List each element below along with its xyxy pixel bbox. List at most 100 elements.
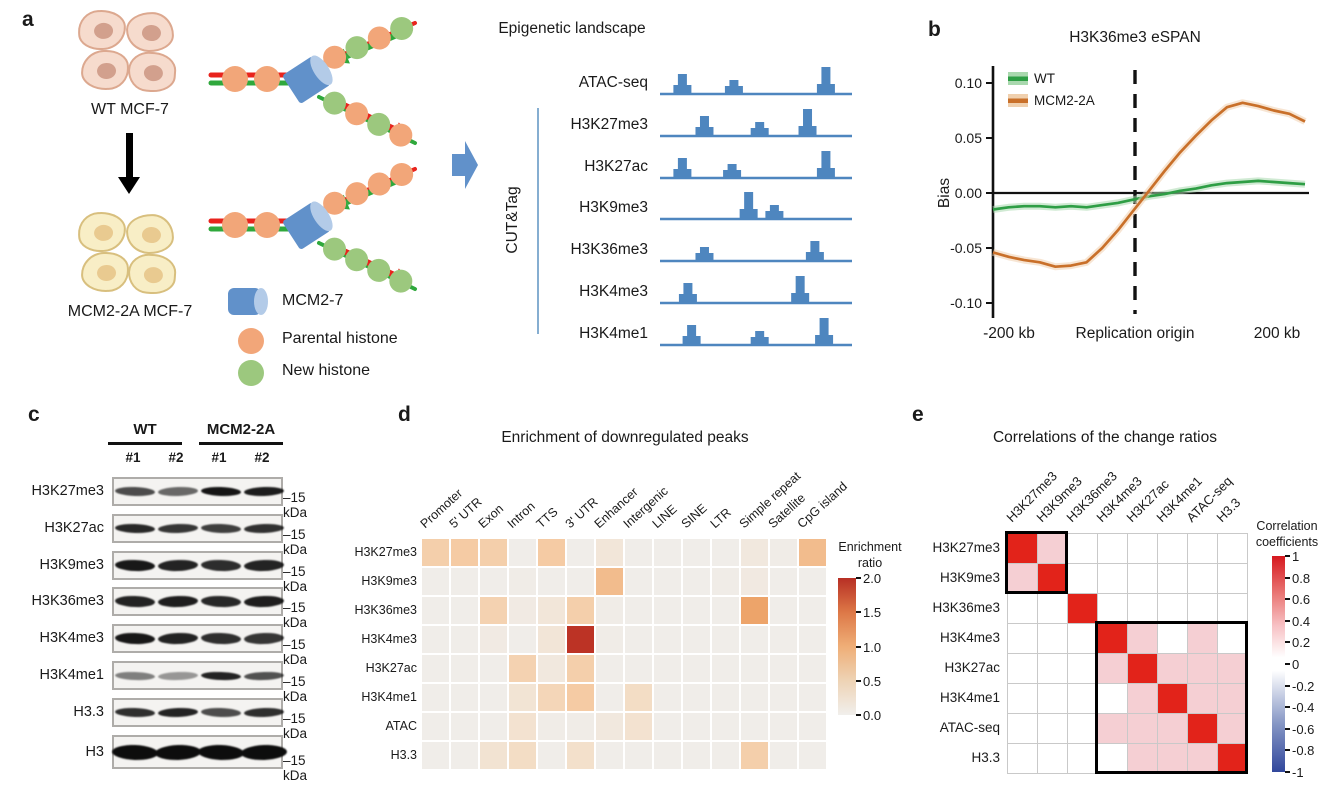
heatmap-cell — [422, 713, 449, 740]
heatmap-cell — [422, 742, 449, 769]
heatmap-cell — [770, 684, 797, 711]
protein-band — [157, 632, 199, 645]
colorbar-tick-label: -0.8 — [1292, 743, 1315, 759]
correlation-cell — [1128, 564, 1157, 593]
correlation-cell — [1068, 594, 1097, 623]
mcm2-7-cylinder-icon — [228, 288, 268, 315]
heatmap-cell — [451, 626, 478, 653]
heatmap-cell — [741, 655, 768, 682]
heatmap-cell — [596, 742, 623, 769]
correlation-cell — [1068, 534, 1097, 563]
track-H3K4me1 — [660, 317, 852, 346]
blot-group-label: WT — [133, 421, 157, 438]
heatmap-cell — [596, 539, 623, 566]
heatmap-cell — [567, 684, 594, 711]
heatmap-cell — [567, 539, 594, 566]
protein-band — [157, 559, 199, 572]
blot-box-H3K4me1 — [112, 661, 285, 690]
correlation-cell — [1008, 654, 1037, 683]
blot-row-label: H3 — [85, 743, 104, 760]
protein-band — [114, 632, 156, 645]
correlation-heatmap — [1007, 533, 1248, 774]
colorbar-tick-mark — [856, 714, 861, 716]
heatmap-cell — [770, 713, 797, 740]
heatmap-cell — [799, 742, 826, 769]
correlation-cell — [1188, 624, 1217, 653]
heatmap-cell — [741, 742, 768, 769]
blot-group-label: MCM2-2A — [206, 421, 276, 438]
cutag-label: CUT&Tag — [504, 186, 521, 254]
cell-nucleus — [96, 264, 117, 282]
heatmap-cell — [538, 626, 565, 653]
colorbar-tick-label: 0 — [1292, 657, 1300, 672]
panel-b-label: b — [928, 18, 941, 41]
protein-band — [240, 743, 288, 761]
protein-band — [114, 559, 156, 572]
colorbar-tick-mark — [1285, 598, 1290, 601]
cell-nucleus — [93, 224, 114, 242]
heatmap-cell — [625, 626, 652, 653]
correlation-cell — [1068, 624, 1097, 653]
lane-label: #1 — [211, 450, 227, 465]
protein-band — [111, 743, 159, 761]
protein-band — [157, 486, 199, 497]
colorbar-tick-mark — [856, 645, 861, 648]
parental-histone-icon — [390, 162, 414, 186]
new-histone-icon — [345, 248, 369, 272]
kda-marker: –15 kDa — [283, 490, 308, 520]
heatmap-cell — [451, 655, 478, 682]
lane-label: #2 — [254, 450, 270, 465]
protein-band — [200, 707, 242, 718]
heatmap-cell — [422, 626, 449, 653]
correlation-cell — [1218, 714, 1247, 743]
protein-band — [243, 707, 285, 718]
protein-band — [243, 523, 285, 534]
colorbar-tick-mark — [856, 577, 861, 579]
heatmap-cell — [509, 742, 536, 769]
cell-nucleus — [141, 226, 162, 244]
heatmap-cell — [538, 568, 565, 595]
blot-box-H3K27ac — [112, 514, 285, 543]
heatmap-cell — [480, 713, 507, 740]
correlation-cell — [1098, 534, 1127, 563]
correlation-cell — [1128, 744, 1157, 773]
svg-text:-200 kb: -200 kb — [983, 325, 1035, 342]
heatmap-cell — [480, 597, 507, 624]
correlation-cell — [1158, 624, 1187, 653]
heatmap-cell — [567, 655, 594, 682]
correlation-cell — [1188, 744, 1217, 773]
protein-band — [114, 523, 156, 534]
enrichment-heatmap — [422, 539, 826, 769]
heatmap-row-label: H3K27me3 — [354, 545, 417, 559]
heatmap-cell — [683, 626, 710, 653]
heatmap-cell — [799, 597, 826, 624]
legend-parental-histone-label: Parental histone — [282, 330, 398, 347]
kda-marker: –15 kDa — [283, 674, 308, 704]
cluster-box — [1095, 621, 1248, 774]
blot-row-label: H3K36me3 — [31, 593, 104, 609]
correlation-cell — [1038, 714, 1067, 743]
heatmap-cell — [422, 568, 449, 595]
kda-marker: –15 kDa — [283, 564, 308, 594]
heatmap-cell — [538, 742, 565, 769]
heatmap-cell — [654, 684, 681, 711]
correlation-cell — [1038, 534, 1067, 563]
svg-text:0.10: 0.10 — [955, 75, 982, 91]
heatmap-cell — [538, 655, 565, 682]
heatmap-cell — [509, 655, 536, 682]
heatmap-cell — [683, 684, 710, 711]
heatmap-cell — [567, 597, 594, 624]
enrichment-colorbar-title: Enrichment ratio — [838, 540, 902, 570]
heatmap-cell — [770, 597, 797, 624]
heatmap-col-label: Intron — [504, 499, 538, 531]
tumor-cell — [76, 210, 128, 254]
legend-new-histone-label: New histone — [282, 362, 371, 379]
correlation-row-label: H3K4me1 — [939, 690, 1000, 705]
colorbar-tick-label: -0.4 — [1292, 700, 1315, 716]
correlation-cell — [1038, 564, 1067, 593]
espan-chart: H3K36me3 eSPAN 0.10 0.05 0.00 -0.05 -0.10 WT MC… — [936, 29, 1309, 342]
correlation-cell — [1218, 534, 1247, 563]
protein-band — [157, 595, 199, 608]
correlation-cell — [1068, 564, 1097, 593]
correlation-cell — [1128, 534, 1157, 563]
